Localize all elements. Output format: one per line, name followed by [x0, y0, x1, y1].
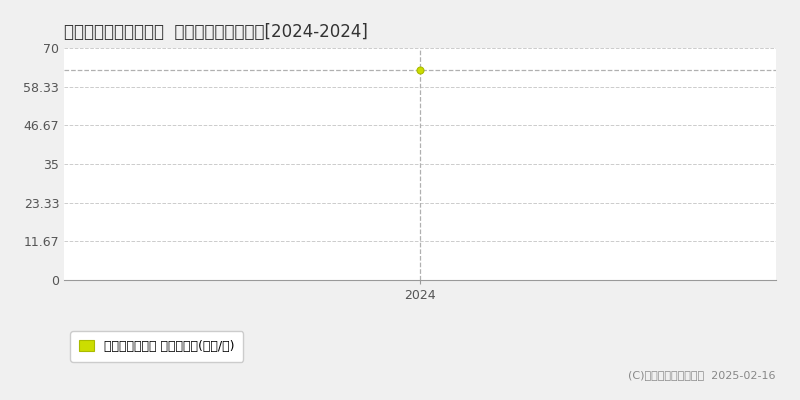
Text: 稲敷郡阿見町うずら野  マンション価格推移[2024-2024]: 稲敷郡阿見町うずら野 マンション価格推移[2024-2024] [64, 23, 368, 41]
Text: (C)土地価格ドットコム  2025-02-16: (C)土地価格ドットコム 2025-02-16 [629, 370, 776, 380]
Legend: マンション価格 平均坪単価(万円/坪): マンション価格 平均坪単価(万円/坪) [70, 332, 243, 362]
